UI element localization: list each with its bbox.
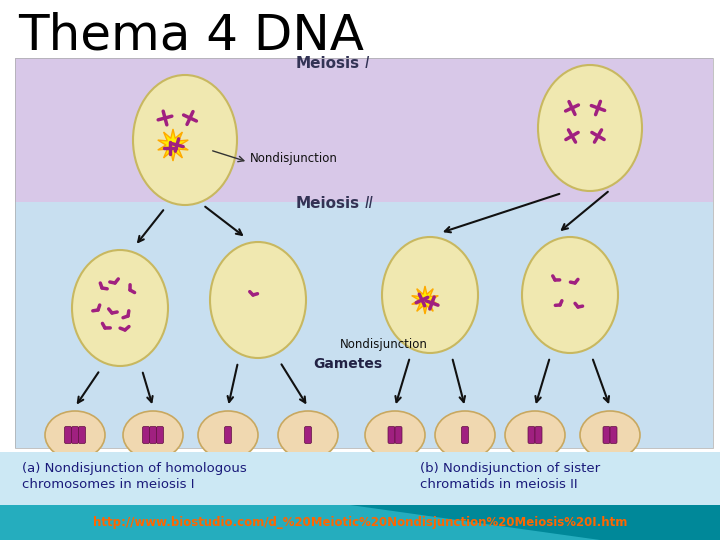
FancyBboxPatch shape [65, 427, 71, 443]
Text: Number of chromosomes: Number of chromosomes [261, 463, 419, 476]
Text: II: II [365, 196, 374, 211]
FancyBboxPatch shape [528, 427, 535, 443]
FancyBboxPatch shape [0, 505, 720, 540]
Text: n+1: n+1 [382, 455, 408, 468]
Text: (a) Nondisjunction of homologous: (a) Nondisjunction of homologous [22, 462, 247, 475]
Text: Gametes: Gametes [313, 357, 382, 371]
Text: Nondisjunction: Nondisjunction [340, 338, 428, 351]
FancyBboxPatch shape [610, 427, 617, 443]
Text: n-1: n-1 [298, 455, 318, 468]
Text: http://www.biostudio.com/d_%20Meiotic%20Nondisjunction%20Meiosis%20I.htm: http://www.biostudio.com/d_%20Meiotic%20… [93, 516, 627, 529]
Ellipse shape [505, 411, 565, 459]
Ellipse shape [538, 65, 642, 191]
Ellipse shape [278, 411, 338, 459]
FancyBboxPatch shape [156, 427, 163, 443]
Text: Thema 4 DNA: Thema 4 DNA [18, 12, 364, 60]
Ellipse shape [198, 411, 258, 459]
FancyBboxPatch shape [78, 427, 86, 443]
FancyBboxPatch shape [15, 202, 713, 448]
Ellipse shape [580, 411, 640, 459]
FancyBboxPatch shape [462, 427, 469, 443]
Polygon shape [158, 129, 188, 161]
Text: (b) Nondisjunction of sister: (b) Nondisjunction of sister [420, 462, 600, 475]
Text: n: n [531, 455, 539, 468]
FancyBboxPatch shape [143, 427, 150, 443]
FancyBboxPatch shape [15, 58, 713, 202]
Text: n-1: n-1 [455, 455, 474, 468]
FancyBboxPatch shape [150, 427, 156, 443]
Text: chromosomes in meiosis I: chromosomes in meiosis I [22, 478, 194, 491]
Text: I: I [365, 56, 369, 71]
Ellipse shape [435, 411, 495, 459]
Ellipse shape [382, 237, 478, 353]
Text: Meiosis: Meiosis [296, 56, 360, 71]
FancyBboxPatch shape [0, 452, 720, 514]
Ellipse shape [133, 75, 237, 205]
FancyBboxPatch shape [305, 427, 312, 443]
Ellipse shape [45, 411, 105, 459]
Text: n+1: n+1 [140, 455, 166, 468]
FancyBboxPatch shape [395, 427, 402, 443]
FancyBboxPatch shape [388, 427, 395, 443]
Polygon shape [412, 286, 438, 314]
Text: n+1: n+1 [63, 455, 87, 468]
Text: Meiosis: Meiosis [296, 196, 360, 211]
Ellipse shape [522, 237, 618, 353]
FancyBboxPatch shape [71, 427, 78, 443]
FancyBboxPatch shape [535, 427, 542, 443]
Text: n: n [606, 455, 613, 468]
Ellipse shape [72, 250, 168, 366]
Ellipse shape [123, 411, 183, 459]
FancyBboxPatch shape [225, 427, 232, 443]
Text: chromatids in meiosis II: chromatids in meiosis II [420, 478, 577, 491]
FancyBboxPatch shape [603, 427, 610, 443]
Ellipse shape [210, 242, 306, 358]
Text: n-1: n-1 [218, 455, 238, 468]
Polygon shape [0, 505, 600, 540]
Ellipse shape [365, 411, 425, 459]
Text: Nondisjunction: Nondisjunction [250, 152, 338, 165]
